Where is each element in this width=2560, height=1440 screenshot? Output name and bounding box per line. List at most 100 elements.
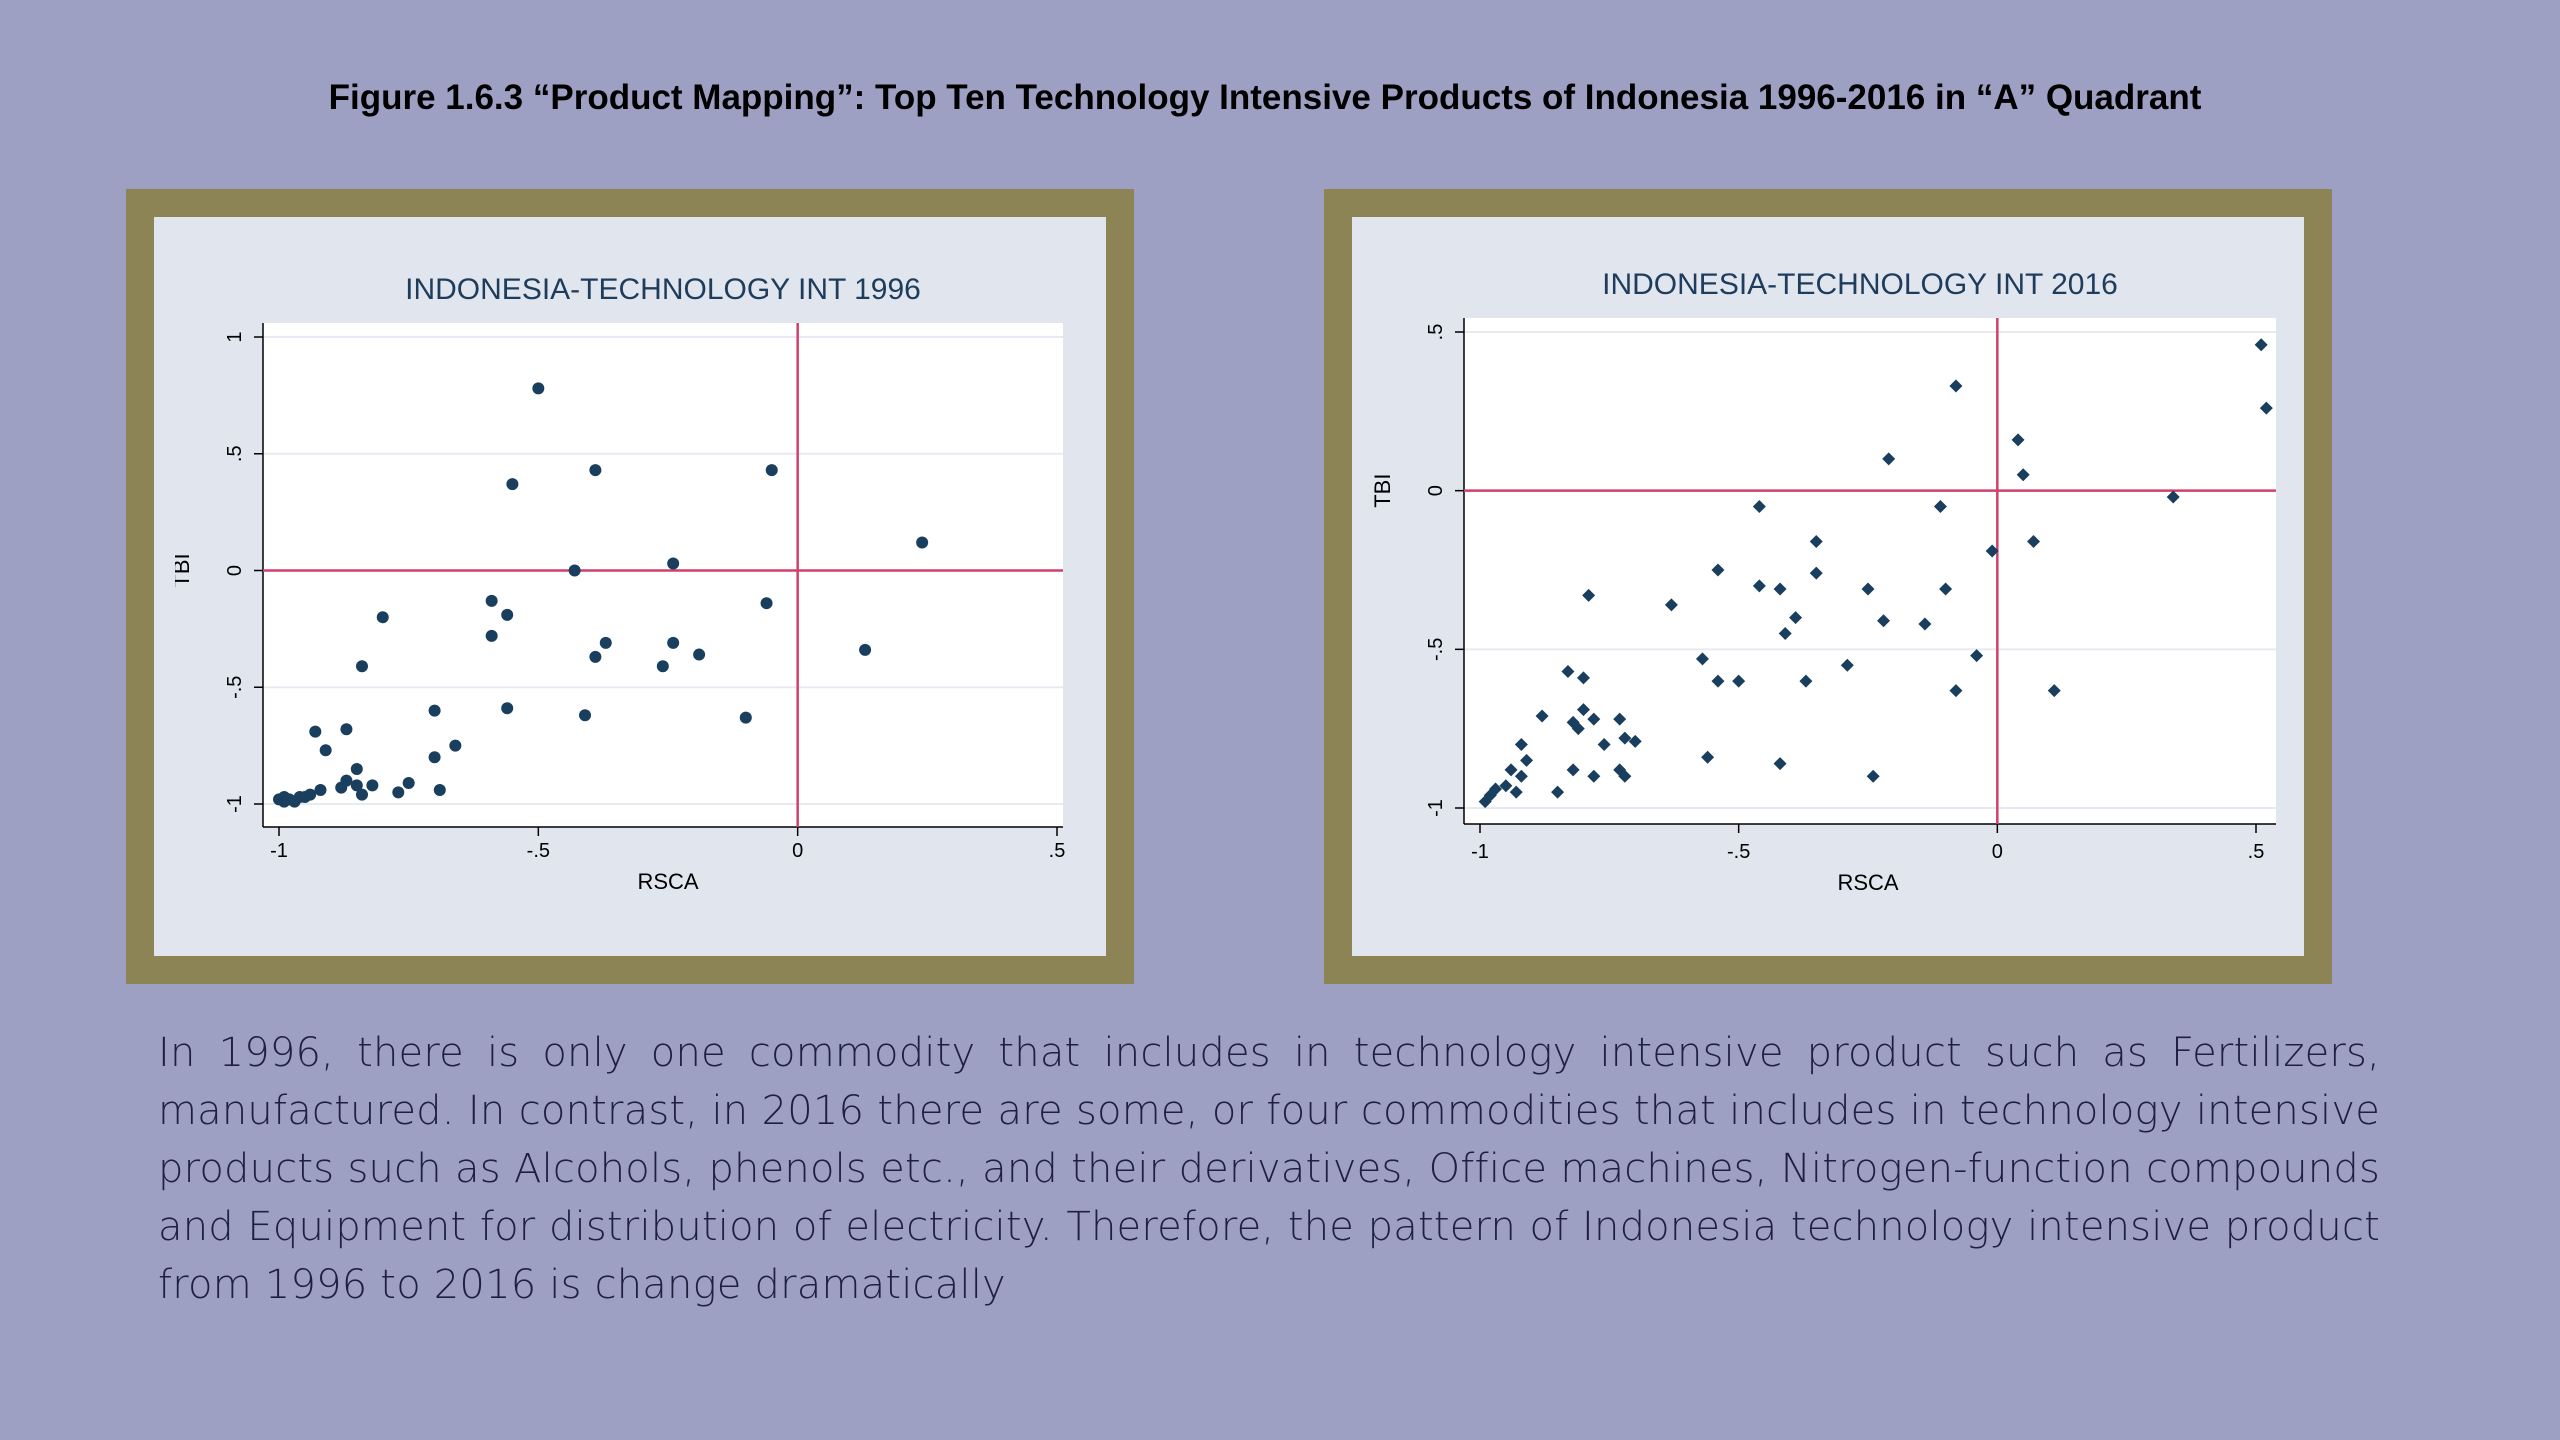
- y-tick-label: 0: [224, 565, 246, 576]
- data-point: [765, 464, 778, 477]
- data-point: [1514, 769, 1528, 783]
- data-point: [1882, 452, 1896, 466]
- data-point: [1576, 703, 1590, 717]
- y-axis-title: TBI: [1372, 474, 1395, 508]
- data-point: [350, 779, 363, 792]
- data-point: [1499, 779, 1513, 793]
- data-point: [1933, 500, 1947, 514]
- data-point: [568, 564, 581, 577]
- data-point: [501, 608, 514, 621]
- data-point: [1711, 563, 1725, 577]
- data-point: [2166, 490, 2180, 504]
- data-point: [2027, 534, 2041, 548]
- data-point: [1587, 769, 1601, 783]
- y-tick-label: .5: [224, 445, 246, 462]
- data-point: [656, 660, 669, 673]
- data-point: [392, 786, 405, 799]
- chart-title: INDONESIA-TECHNOLOGY INT 2016: [1602, 268, 2118, 301]
- data-point: [355, 788, 368, 801]
- data-point: [1613, 712, 1627, 726]
- data-point: [1582, 588, 1596, 602]
- data-point: [1840, 658, 1854, 672]
- data-point: [1752, 579, 1766, 593]
- data-point: [579, 709, 592, 722]
- plot-area: [263, 323, 1063, 827]
- data-point: [1695, 652, 1709, 666]
- data-point: [288, 795, 301, 808]
- x-axis-title: RSCA: [637, 869, 698, 894]
- y-tick-label: 1: [224, 331, 246, 342]
- data-point: [428, 704, 441, 717]
- data-point: [1509, 785, 1523, 799]
- data-point: [859, 643, 872, 656]
- y-tick-label: .5: [1425, 324, 1447, 341]
- data-point: [449, 739, 462, 752]
- data-point: [1918, 617, 1932, 631]
- x-tick-label: .5: [1049, 840, 1066, 862]
- data-point: [693, 648, 706, 661]
- y-tick-label: -.5: [224, 676, 246, 699]
- data-point: [1535, 709, 1549, 723]
- y-axis-title: TBI: [175, 553, 194, 587]
- data-point: [1664, 598, 1678, 612]
- data-point: [1701, 750, 1715, 764]
- scatter-chart-2016: INDONESIA-TECHNOLOGY INT 2016 -1 -.5 0 .5 -1 -…: [1372, 252, 2290, 920]
- data-point: [376, 611, 389, 624]
- data-point: [309, 725, 322, 738]
- data-point: [402, 776, 415, 789]
- chart-frame-2016: INDONESIA-TECHNOLOGY INT 2016 -1 -.5 0 .5 -1 -…: [1324, 189, 2332, 984]
- data-point: [1789, 611, 1803, 625]
- data-point: [1597, 738, 1611, 752]
- data-point: [314, 783, 327, 796]
- data-point: [433, 783, 446, 796]
- plot-area: [1464, 318, 2276, 824]
- data-point: [1551, 785, 1565, 799]
- data-point: [2254, 338, 2268, 352]
- data-point: [366, 779, 379, 792]
- data-point: [1877, 614, 1891, 628]
- data-point: [1566, 763, 1580, 777]
- data-point: [1711, 674, 1725, 688]
- data-point: [1939, 582, 1953, 596]
- x-tick-label: 0: [1992, 841, 2003, 863]
- data-point: [1489, 782, 1503, 796]
- data-point: [501, 702, 514, 715]
- data-point: [428, 751, 441, 764]
- data-point: [589, 464, 602, 477]
- data-point: [1576, 671, 1590, 685]
- data-point: [1985, 544, 1999, 558]
- chart-title: INDONESIA-TECHNOLOGY INT 1996: [405, 273, 921, 306]
- data-point: [1478, 795, 1492, 809]
- x-tick-label: 0: [792, 840, 803, 862]
- data-point: [1773, 582, 1787, 596]
- data-point: [506, 478, 519, 491]
- y-tick-label: -1: [1425, 799, 1447, 817]
- x-axis-title: RSCA: [1837, 870, 1898, 895]
- x-tick-label: .5: [2248, 841, 2265, 863]
- x-tick-label: -.5: [1727, 841, 1750, 863]
- data-point: [739, 711, 752, 724]
- data-point: [298, 790, 311, 803]
- data-point: [667, 636, 680, 649]
- x-tick-label: -.5: [527, 840, 550, 862]
- x-tick-label: -1: [270, 840, 288, 862]
- data-point: [485, 629, 498, 642]
- x-tick-label: -1: [1471, 841, 1489, 863]
- data-point: [1514, 738, 1528, 752]
- data-point: [760, 597, 773, 610]
- data-point: [1949, 684, 1963, 698]
- data-point: [1752, 500, 1766, 514]
- data-point: [2011, 433, 2025, 447]
- data-point: [916, 536, 929, 549]
- data-point: [1618, 731, 1632, 745]
- data-point: [1561, 665, 1575, 679]
- data-point: [1861, 582, 1875, 596]
- y-tick-label: -.5: [1425, 638, 1447, 661]
- data-point: [599, 636, 612, 649]
- y-tick-label: 0: [1425, 485, 1447, 496]
- data-point: [1809, 566, 1823, 580]
- description-paragraph: In 1996, there is only one commodity tha…: [158, 1030, 2380, 1308]
- data-point: [1866, 769, 1880, 783]
- data-point: [1520, 753, 1534, 767]
- data-point: [335, 781, 348, 794]
